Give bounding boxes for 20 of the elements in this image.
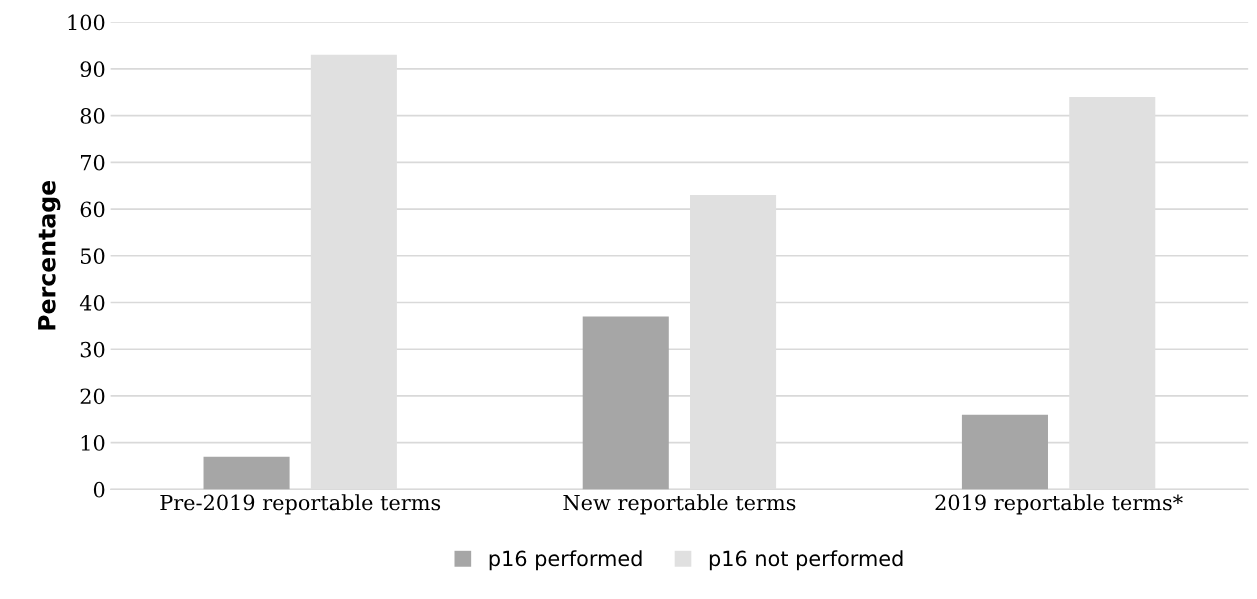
- y-tick-label: 100: [68, 14, 105, 31]
- y-tick-label: 40: [79, 294, 105, 311]
- y-tick-label: 90: [80, 61, 105, 78]
- y-tick-label: 80: [80, 108, 105, 124]
- y-axis-title: Percentage: [38, 180, 61, 330]
- y-tick-label: 0: [93, 481, 105, 498]
- bar: [961, 414, 1048, 490]
- y-tick-label: 10: [81, 435, 105, 451]
- x-tick-label: 2019 reportable terms*: [935, 494, 1183, 515]
- y-tick-label: 60: [80, 201, 105, 218]
- bar: [203, 456, 290, 490]
- y-tick-label: 70: [81, 154, 105, 171]
- y-tick-label: 20: [80, 388, 105, 405]
- y-tick-label: 50: [81, 248, 105, 264]
- x-tick-label: Pre-2019 reportable terms: [160, 494, 441, 515]
- x-tick-label: New reportable terms: [563, 494, 796, 515]
- legend-label: p16 performed: [489, 550, 642, 571]
- y-tick-label: 30: [80, 341, 105, 358]
- bar: [582, 316, 669, 490]
- legend-label: p16 not performed: [709, 550, 903, 571]
